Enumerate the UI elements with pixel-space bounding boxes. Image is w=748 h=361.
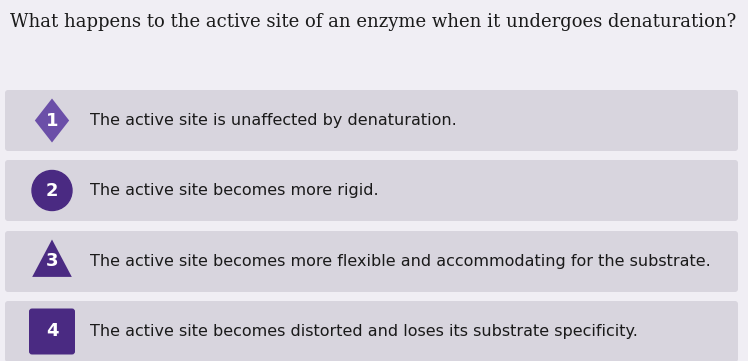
Circle shape (32, 170, 72, 210)
FancyBboxPatch shape (5, 231, 738, 292)
FancyBboxPatch shape (5, 160, 738, 221)
Polygon shape (35, 99, 69, 143)
FancyBboxPatch shape (5, 90, 738, 151)
FancyBboxPatch shape (29, 309, 75, 355)
Text: 1: 1 (46, 112, 58, 130)
Text: 3: 3 (46, 252, 58, 270)
Text: The active site becomes distorted and loses its substrate specificity.: The active site becomes distorted and lo… (90, 324, 638, 339)
Text: 4: 4 (46, 322, 58, 340)
Text: The active site becomes more flexible and accommodating for the substrate.: The active site becomes more flexible an… (90, 254, 711, 269)
Text: What happens to the active site of an enzyme when it undergoes denaturation?: What happens to the active site of an en… (10, 13, 736, 31)
Text: The active site becomes more rigid.: The active site becomes more rigid. (90, 183, 378, 198)
FancyBboxPatch shape (5, 301, 738, 361)
Text: The active site is unaffected by denaturation.: The active site is unaffected by denatur… (90, 113, 457, 128)
Polygon shape (32, 239, 72, 277)
Text: 2: 2 (46, 182, 58, 200)
